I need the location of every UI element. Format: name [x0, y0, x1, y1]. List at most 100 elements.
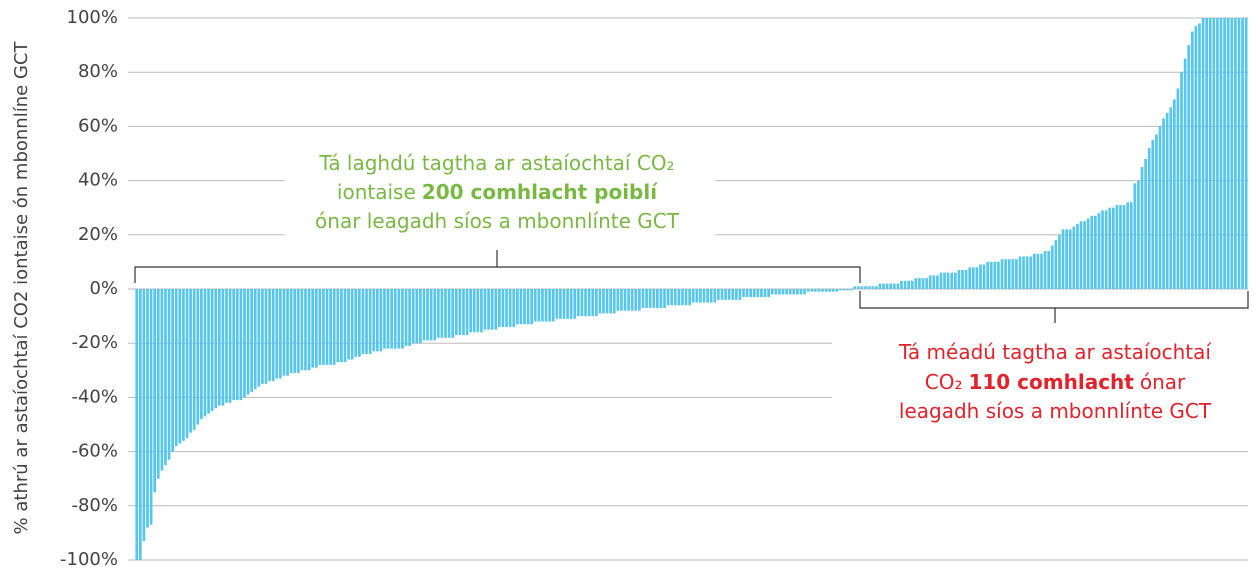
bar	[1151, 139, 1155, 289]
bar	[659, 289, 663, 308]
bar	[472, 289, 476, 333]
bar	[885, 283, 889, 289]
bar	[896, 283, 900, 289]
bar	[433, 289, 437, 341]
bar	[1072, 226, 1076, 289]
bar	[749, 289, 753, 298]
bar	[390, 289, 394, 349]
bar	[426, 289, 429, 341]
bar	[943, 272, 946, 289]
bar	[156, 289, 160, 479]
y-tick-label: -40%	[71, 386, 118, 407]
bar	[925, 278, 928, 289]
bar	[182, 289, 185, 441]
bar	[350, 289, 354, 360]
bar	[1212, 18, 1216, 289]
bar	[670, 289, 674, 306]
bar	[752, 289, 756, 298]
bar	[817, 289, 821, 292]
bar	[1234, 18, 1237, 289]
bar	[763, 289, 767, 298]
bar	[444, 289, 447, 338]
bar	[1187, 45, 1191, 289]
bar	[1173, 99, 1176, 289]
bar	[1165, 112, 1169, 289]
bar	[411, 289, 415, 344]
bar	[767, 289, 770, 298]
bar	[397, 289, 401, 349]
bar	[1022, 256, 1025, 289]
bar	[1169, 107, 1173, 290]
bar	[483, 289, 487, 330]
bar	[318, 289, 322, 365]
y-tick-label: 20%	[78, 224, 118, 245]
bar	[1176, 88, 1180, 290]
bar	[544, 289, 548, 322]
bar	[1119, 204, 1122, 289]
bar	[713, 289, 717, 303]
bar	[738, 289, 742, 300]
bar	[429, 289, 433, 341]
bar	[523, 289, 526, 325]
bar	[268, 289, 271, 382]
bar	[480, 289, 483, 333]
bar	[673, 289, 677, 306]
bar	[192, 289, 196, 430]
bar	[821, 289, 824, 292]
bar	[379, 289, 383, 352]
y-tick-label: -100%	[60, 549, 118, 570]
bar	[846, 289, 849, 291]
bar	[289, 289, 293, 374]
bar	[174, 289, 178, 447]
bar	[1068, 229, 1072, 289]
bar	[1015, 259, 1018, 289]
annotation-line: Tá méadú tagtha ar astaíochtaí	[898, 340, 1212, 364]
bar	[788, 289, 792, 295]
bar	[498, 289, 501, 327]
bar	[1000, 259, 1004, 289]
bar	[907, 280, 911, 289]
bar	[573, 289, 577, 319]
bar	[307, 289, 311, 371]
bar	[314, 289, 318, 368]
bar	[1086, 218, 1090, 289]
bar	[971, 267, 975, 289]
bar	[404, 289, 408, 346]
bar	[695, 289, 699, 303]
bar	[1198, 23, 1201, 289]
bar	[512, 289, 516, 327]
bar	[300, 289, 304, 371]
bar	[1018, 256, 1022, 289]
bar	[533, 289, 537, 322]
bar	[871, 286, 875, 289]
annotation-line: ónar leagadh síos a mbonnlínte GCT	[315, 209, 680, 233]
bar	[997, 261, 1000, 289]
bar	[354, 289, 358, 357]
bar	[724, 289, 727, 300]
bar	[835, 289, 839, 292]
bar	[785, 289, 788, 295]
bar	[605, 289, 609, 314]
bar	[1011, 259, 1015, 289]
bar	[778, 289, 781, 295]
bar	[688, 289, 691, 306]
bar	[982, 264, 986, 289]
bar	[189, 289, 192, 433]
bar	[519, 289, 523, 325]
bar	[1076, 223, 1079, 289]
bar	[598, 289, 602, 314]
bar	[577, 289, 580, 317]
bar	[562, 289, 566, 319]
bar	[1065, 229, 1068, 289]
annotation-text: Tá méadú tagtha ar astaíochtaí	[898, 340, 1212, 364]
bar	[928, 275, 932, 289]
bar	[875, 286, 878, 289]
bar	[1043, 251, 1047, 289]
bar	[447, 289, 451, 338]
bar	[422, 289, 426, 341]
bar	[415, 289, 419, 344]
bar	[774, 289, 778, 295]
bar	[1201, 18, 1205, 289]
bar	[210, 289, 214, 411]
bar	[950, 272, 954, 289]
